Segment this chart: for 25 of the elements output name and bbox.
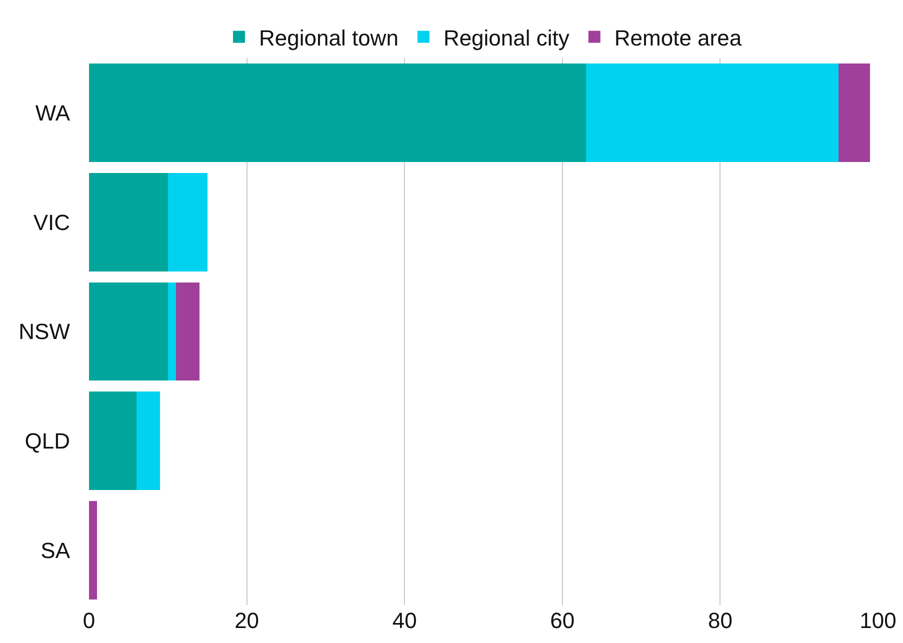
x-tick-label: 60 <box>550 608 575 633</box>
y-tick-label: VIC <box>33 210 70 235</box>
y-tick-label: WA <box>35 100 70 126</box>
x-tick-label: 20 <box>234 608 260 633</box>
legend-label: Regional town <box>259 25 398 50</box>
bar <box>136 392 160 490</box>
y-tick-label: QLD <box>24 428 70 454</box>
bar <box>89 172 168 272</box>
bar <box>89 282 168 381</box>
bar <box>89 392 136 490</box>
y-tick-label: NSW <box>18 319 70 344</box>
bar <box>168 282 176 381</box>
legend-label: Regional city <box>443 25 570 50</box>
bar <box>586 63 839 162</box>
x-tick-label: 40 <box>392 608 417 633</box>
bar <box>176 282 200 381</box>
x-tick-label: 100 <box>860 608 896 633</box>
x-tick-label: 0 <box>82 608 96 633</box>
bar <box>89 63 586 162</box>
y-tick-label: SA <box>40 538 70 563</box>
bar <box>838 63 870 162</box>
bar <box>168 172 208 272</box>
x-tick-label: 80 <box>708 608 732 633</box>
bar <box>89 501 97 600</box>
legend-label: Remote area <box>614 25 742 50</box>
